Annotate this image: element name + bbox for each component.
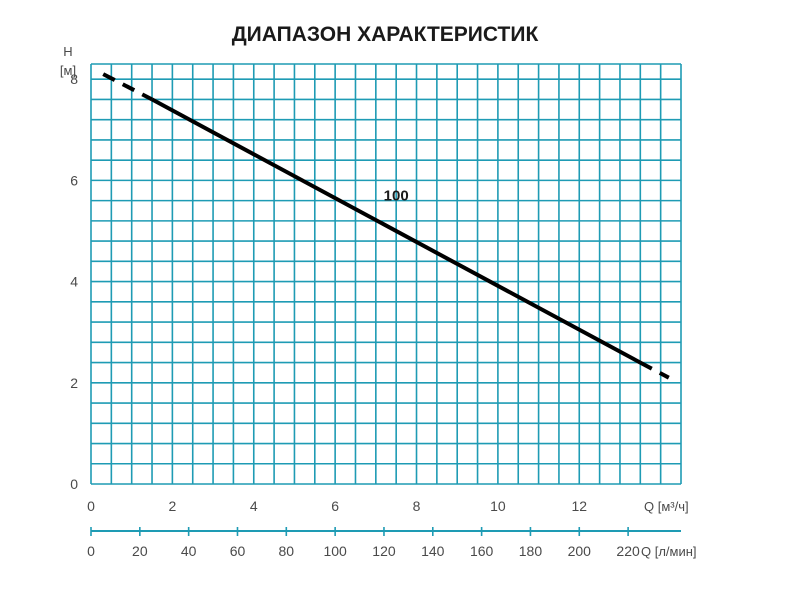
- chart-title: ДИАПАЗОН ХАРАКТЕРИСТИК: [232, 23, 539, 46]
- x-tick-label: 10: [490, 498, 506, 514]
- series-line-dashed-100: [102, 72, 153, 102]
- secondary-x-tick-label: 140: [421, 543, 445, 559]
- secondary-x-tick-label: 100: [323, 543, 347, 559]
- y-tick-label: 4: [70, 274, 78, 290]
- secondary-x-tick-label: 200: [568, 543, 592, 559]
- x-tick-label: 8: [413, 498, 421, 514]
- x-tick-label: 0: [87, 498, 95, 514]
- secondary-x-tick-label: 60: [230, 543, 246, 559]
- secondary-x-tick-label: 180: [519, 543, 543, 559]
- y-tick-label: 0: [70, 476, 78, 492]
- series-layer: [102, 72, 670, 380]
- y-axis-label: H: [63, 44, 72, 59]
- series-line-100: [151, 97, 642, 365]
- x-tick-label: 6: [331, 498, 339, 514]
- secondary-x-tick-label: 0: [87, 543, 95, 559]
- secondary-x-tick-label: 20: [132, 543, 148, 559]
- series-line-dashed-100: [639, 360, 670, 380]
- y-tick-label: 8: [70, 71, 78, 87]
- grid: [90, 63, 682, 485]
- secondary-x-tick-label: 120: [372, 543, 396, 559]
- axes: 0 2 4 6 8 H [м] 0 2 4 6 8 10 12 Q [м³/ч] 0 20 40 60 80 100 12…: [60, 44, 697, 559]
- x-tick-label: 12: [571, 498, 587, 514]
- secondary-x-tick-label: 80: [279, 543, 295, 559]
- y-tick-label: 6: [70, 172, 78, 188]
- y-axis-unit: [м]: [60, 63, 76, 78]
- x-tick-label: 4: [250, 498, 258, 514]
- secondary-x-tick-label: 220: [616, 543, 640, 559]
- series-label-100: 100: [384, 188, 409, 205]
- secondary-x-tick-label: 40: [181, 543, 197, 559]
- x-axis-label: Q [м³/ч]: [644, 499, 689, 514]
- x-tick-label: 2: [168, 498, 176, 514]
- secondary-x-axis-label: Q [л/мин]: [641, 544, 697, 559]
- y-tick-label: 2: [70, 375, 78, 391]
- label-layer: 100: [384, 188, 409, 205]
- secondary-x-tick-label: 160: [470, 543, 494, 559]
